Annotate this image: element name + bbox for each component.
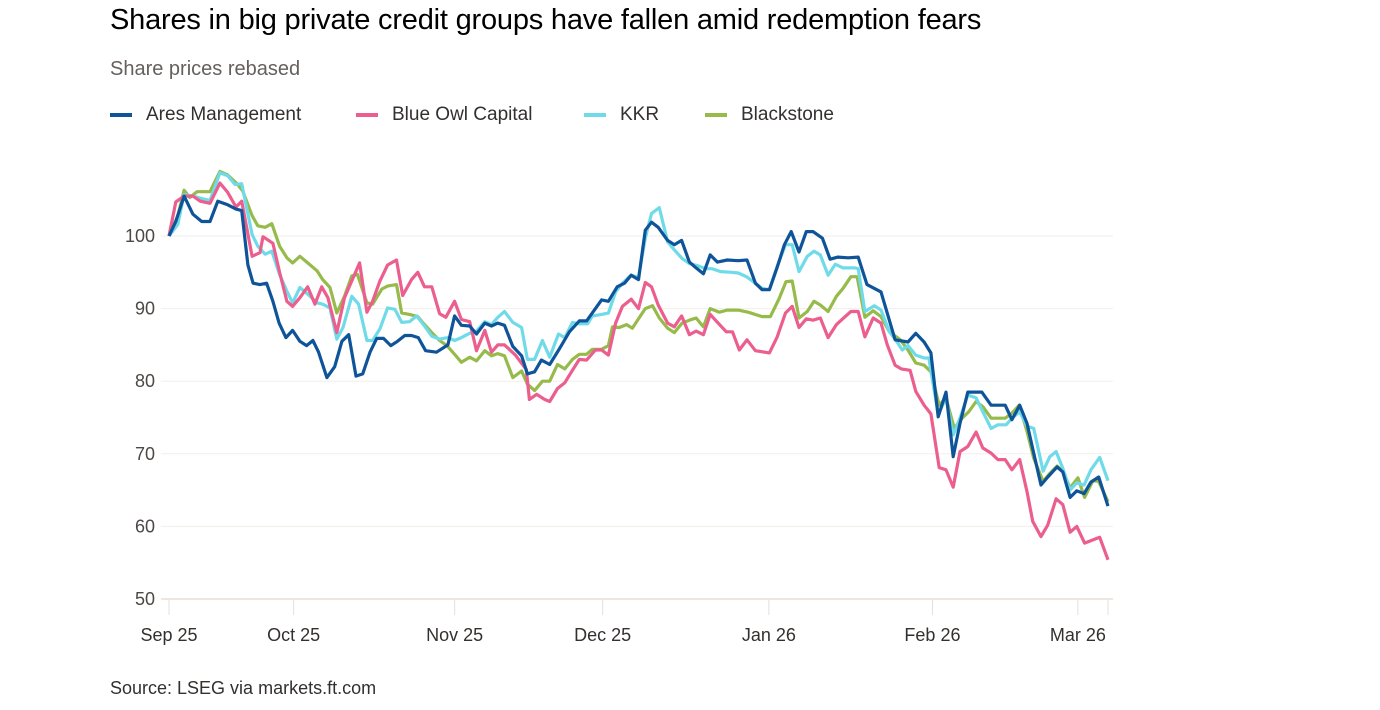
- legend-swatch-blue-owl: [356, 113, 378, 117]
- legend-item-blackstone: Blackstone: [705, 104, 834, 126]
- legend-swatch-ares: [110, 113, 132, 117]
- series-line-blackstone: [167, 169, 1110, 503]
- x-tick-label: Sep 25: [140, 625, 197, 645]
- y-tick-label: 60: [135, 516, 155, 536]
- legend-label: KKR: [620, 104, 660, 125]
- legend: Ares Management Blue Owl Capital KKR Bla…: [0, 104, 1380, 130]
- y-tick-label: 70: [135, 444, 155, 464]
- legend-item-kkr: KKR: [584, 104, 659, 126]
- source-note: Source: LSEG via markets.ft.com: [110, 678, 377, 698]
- x-tick-label: Feb 26: [904, 625, 960, 645]
- x-tick-label: Mar 26: [1050, 625, 1106, 645]
- legend-swatch-kkr: [584, 113, 606, 117]
- y-tick-label: 90: [135, 299, 155, 319]
- series-line-kkr: [167, 171, 1110, 492]
- series-lines: [167, 169, 1110, 561]
- chart-title: Shares in big private credit groups have…: [110, 4, 982, 36]
- gridlines: [161, 235, 1113, 600]
- legend-label: Ares Management: [146, 104, 302, 125]
- y-tick-label: 50: [135, 589, 155, 609]
- legend-label: Blackstone: [741, 104, 834, 125]
- legend-item-ares: Ares Management: [110, 104, 301, 126]
- x-tick-label: Oct 25: [267, 625, 320, 645]
- legend-item-blue-owl: Blue Owl Capital: [356, 104, 532, 126]
- series-line-blue-owl-capital: [167, 181, 1110, 561]
- y-tick-label: 100: [125, 226, 155, 246]
- chart-subtitle: Share prices rebased: [110, 58, 301, 80]
- legend-label: Blue Owl Capital: [392, 104, 533, 125]
- x-tick-label: Dec 25: [574, 625, 631, 645]
- legend-swatch-blackstone: [705, 113, 727, 117]
- x-axis: Sep 25 Oct 25 Nov 25 Dec 25 Jan 26 Feb 26 Mar …: [140, 599, 1109, 645]
- series-line-ares-management: [167, 194, 1110, 507]
- x-tick-label: Nov 25: [426, 625, 483, 645]
- y-axis: 50 60 70 80 90 100: [125, 226, 155, 609]
- x-tick-label: Jan 26: [742, 625, 796, 645]
- y-tick-label: 80: [135, 371, 155, 391]
